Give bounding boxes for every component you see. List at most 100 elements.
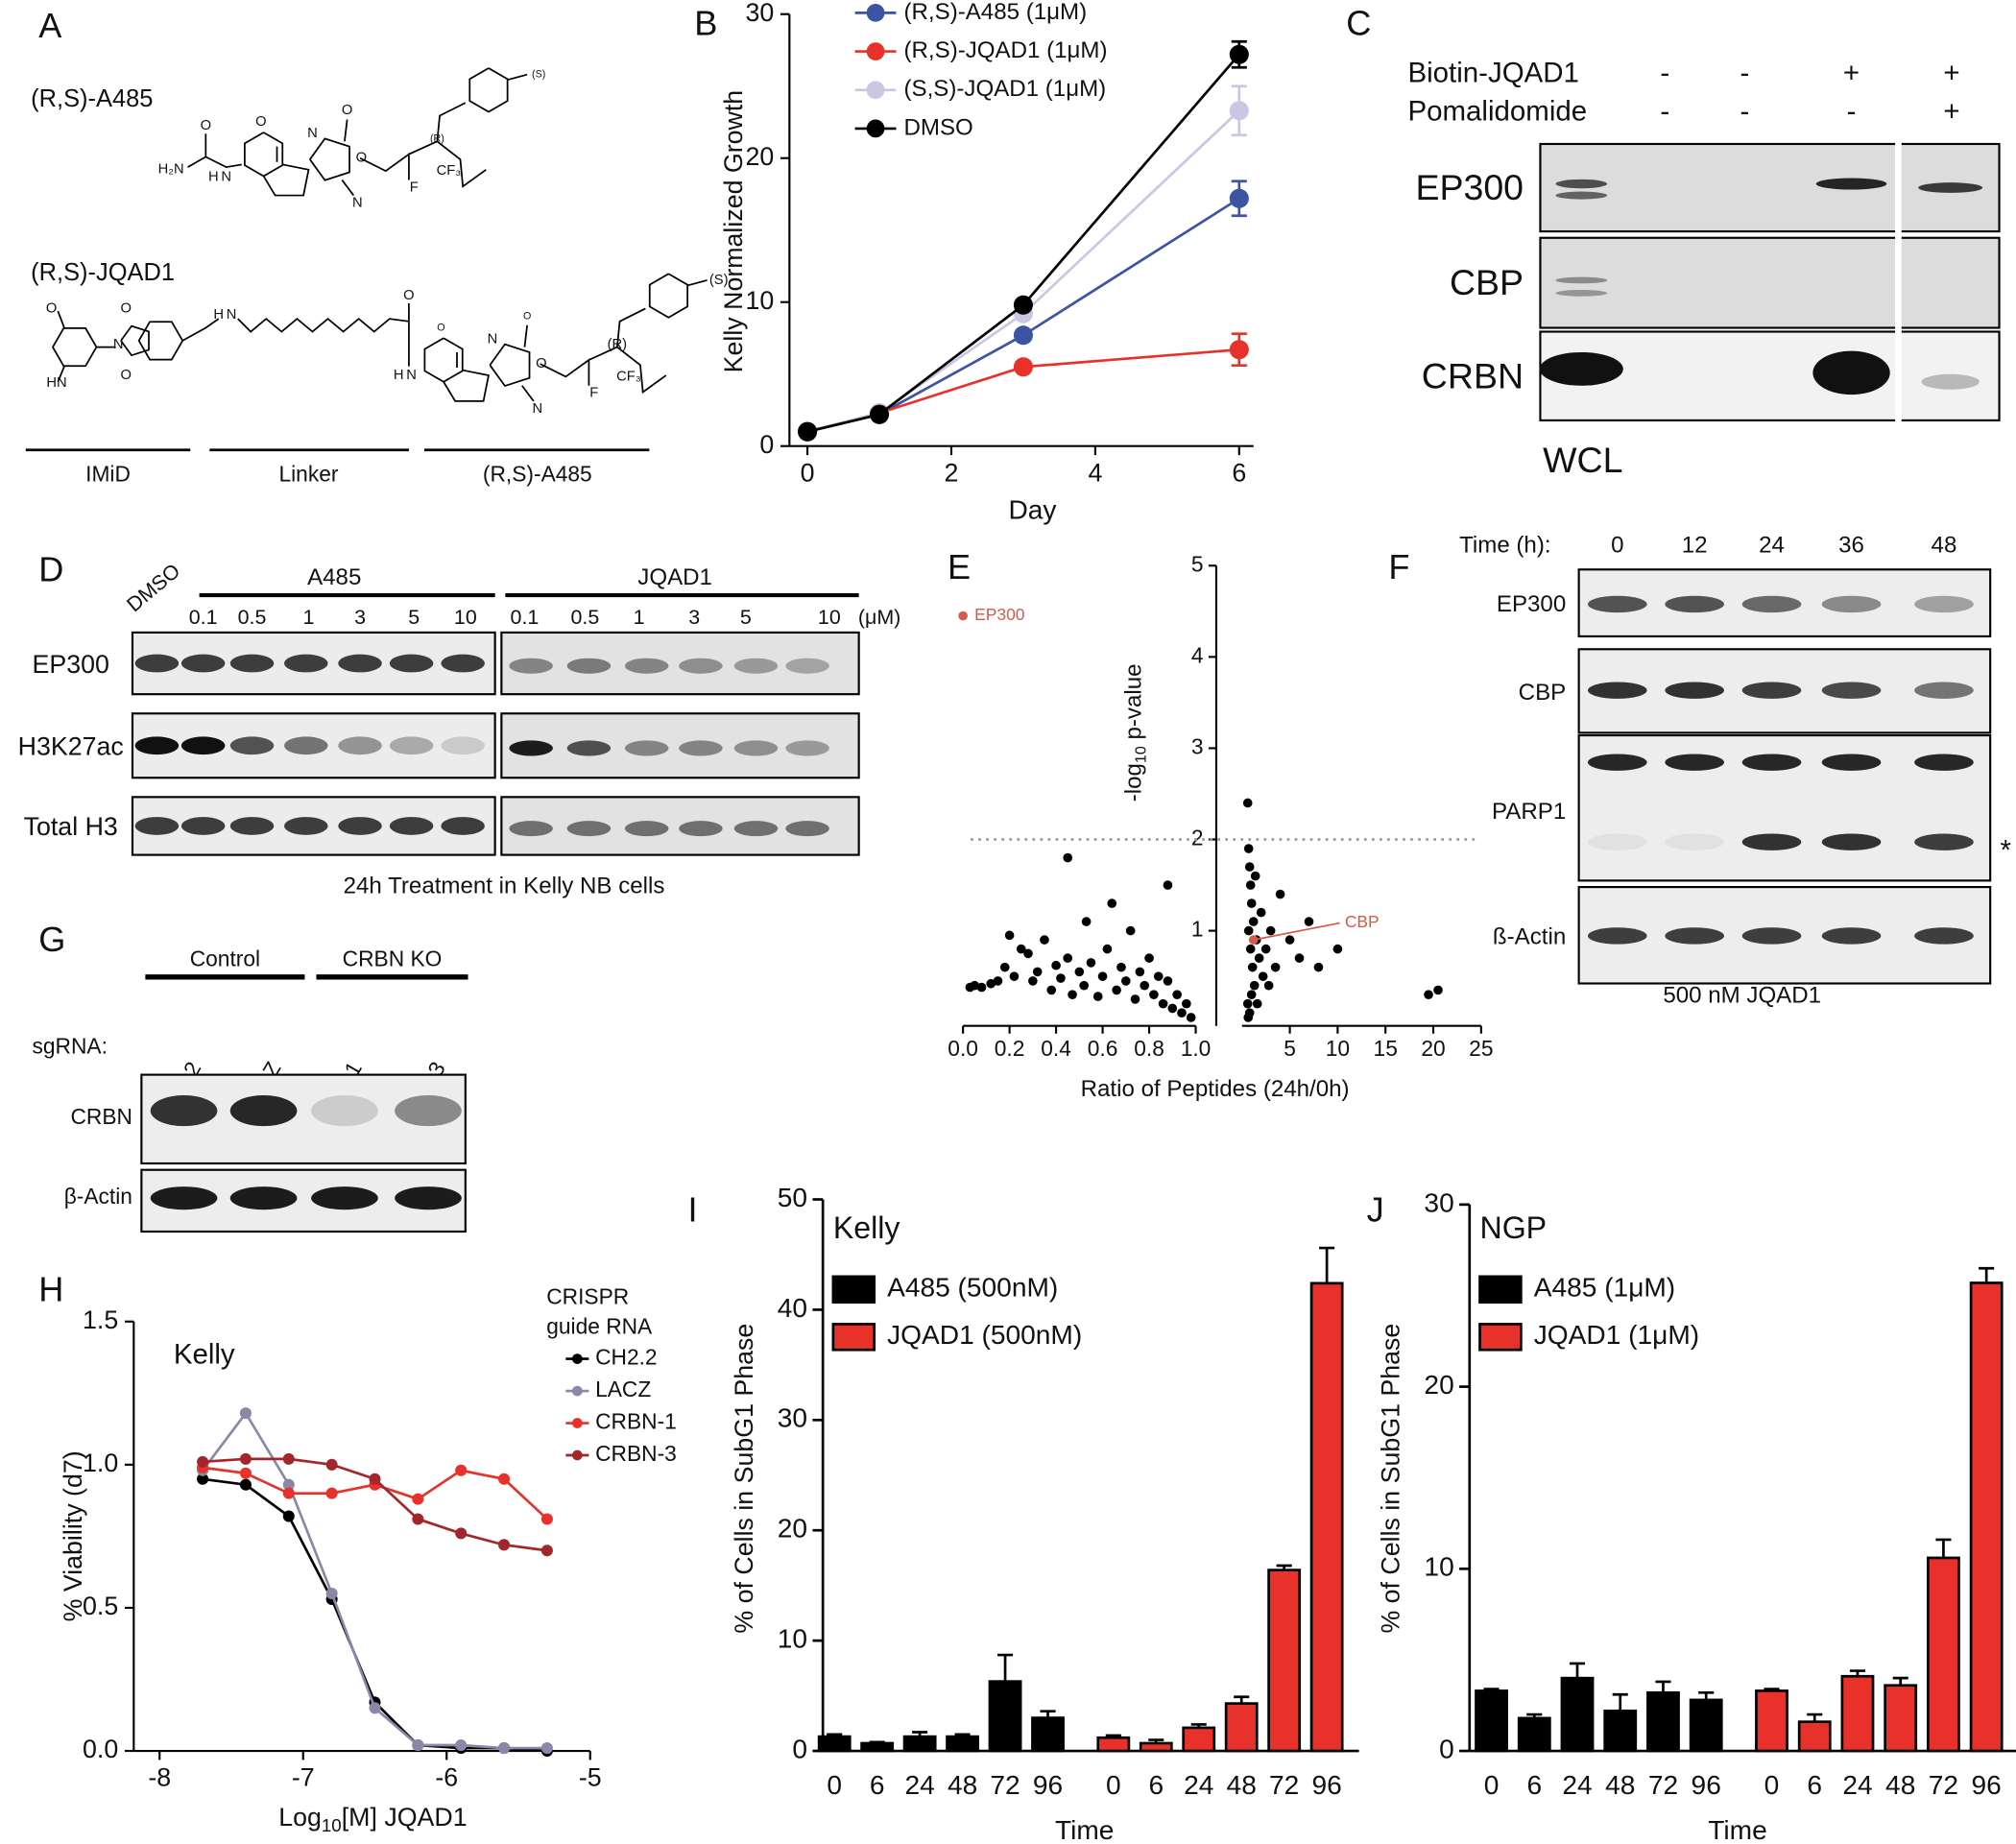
legend-marker — [571, 1449, 583, 1461]
band — [284, 817, 328, 835]
legend-label: (R,S)-A485 (1μM) — [904, 0, 1088, 25]
point — [1153, 971, 1164, 981]
atom-label: (R) — [608, 337, 627, 352]
point — [1249, 980, 1260, 991]
atom-label: N — [533, 401, 543, 417]
bar — [988, 1680, 1022, 1753]
atom-label: CF₃ — [437, 163, 462, 179]
conc-label: 0.1 — [511, 606, 540, 629]
y-tick-label: 0.0 — [83, 1735, 118, 1763]
band — [1665, 754, 1724, 771]
band — [441, 736, 485, 755]
band — [1821, 927, 1882, 945]
bar — [1309, 1281, 1344, 1753]
band — [624, 740, 669, 756]
band — [229, 1186, 298, 1210]
y-tick-label: 5 — [1191, 551, 1204, 576]
y-tick-label: 30 — [778, 1403, 807, 1433]
error-bar — [1569, 1662, 1586, 1679]
legend-label: A485 (1μM) — [1534, 1273, 1675, 1303]
x-axis-label: Log10[M] JQAD1 — [278, 1803, 467, 1835]
band — [1555, 289, 1608, 297]
x-tick-label: -8 — [148, 1763, 171, 1792]
error-bar — [1979, 1266, 1995, 1283]
band — [1555, 191, 1608, 200]
band — [679, 740, 723, 756]
point — [1254, 953, 1264, 963]
legend-marker — [866, 42, 885, 60]
point — [1246, 990, 1257, 999]
segment-label: (R,S)-A485 — [483, 462, 592, 487]
y-tick-label: 20 — [745, 142, 774, 171]
bar — [1755, 1689, 1788, 1753]
band — [1555, 276, 1608, 284]
time-value: 12 — [1682, 533, 1708, 559]
point — [1074, 967, 1085, 977]
band — [509, 821, 553, 837]
annotation: NGP — [1479, 1210, 1547, 1245]
bar — [1031, 1716, 1065, 1753]
point — [1246, 898, 1257, 908]
point — [798, 421, 818, 442]
point-label: CBP — [1345, 912, 1380, 931]
atom-label: (S) — [532, 69, 545, 81]
bar — [1517, 1716, 1551, 1753]
band — [134, 817, 180, 835]
point — [1248, 917, 1259, 926]
bar — [1646, 1690, 1680, 1753]
label-leader — [1253, 922, 1340, 941]
y-tick-label: 1 — [1191, 917, 1204, 942]
caption: 24h Treatment in Kelly NB cells — [344, 873, 665, 898]
band — [389, 817, 434, 835]
band — [338, 654, 382, 673]
annotation: Kelly — [833, 1210, 900, 1245]
blot-gap — [1895, 141, 1902, 424]
x-tick-label: 48 — [1885, 1770, 1915, 1800]
x-tick-label: 5 — [1284, 1036, 1296, 1061]
atom-label: N — [221, 170, 231, 185]
legend-swatch — [831, 1323, 876, 1352]
x-tick-label: 24 — [1842, 1770, 1872, 1800]
point — [369, 1702, 381, 1714]
x-tick-label: 72 — [990, 1770, 1020, 1800]
protein-label: PARP1 — [1492, 799, 1566, 825]
y-tick-label: 10 — [1424, 1552, 1453, 1582]
atom-label: CF₃ — [616, 369, 641, 384]
band — [1821, 682, 1882, 699]
x-tick-label: 0 — [1106, 1770, 1121, 1800]
protein-label: EP300 — [1497, 591, 1566, 617]
legend-swatch — [831, 1275, 876, 1304]
point — [1013, 357, 1033, 377]
atom-label: (R) — [430, 132, 444, 144]
bar — [1840, 1674, 1875, 1753]
band — [441, 817, 485, 835]
protein-label: ß-Actin — [1493, 923, 1566, 949]
protein-label: Total H3 — [24, 812, 118, 841]
band — [441, 654, 485, 673]
band — [733, 821, 779, 837]
protein-label: EP300 — [1415, 167, 1524, 207]
bond — [120, 324, 150, 357]
point — [325, 1458, 338, 1471]
point — [540, 1545, 553, 1557]
protein-label: EP300 — [33, 650, 109, 679]
point — [1016, 944, 1026, 954]
x-label-part: [M] JQAD1 — [342, 1803, 468, 1832]
band — [679, 658, 723, 674]
atom-label: O — [437, 322, 444, 333]
bar — [817, 1735, 852, 1753]
point — [369, 1473, 381, 1485]
protein-label: H3K27ac — [18, 732, 124, 761]
point — [239, 1407, 252, 1420]
control-label: DMSO — [123, 560, 185, 617]
panel-letter: J — [1367, 1189, 1384, 1229]
atom-label: O — [46, 300, 57, 316]
atom-label: H — [208, 170, 219, 185]
x-tick-label: 0.6 — [1088, 1036, 1118, 1061]
band — [1821, 833, 1882, 850]
band — [566, 821, 612, 837]
x-tick-label: 4 — [1088, 458, 1102, 487]
y-tick-label: 1.5 — [83, 1305, 118, 1334]
conc-label: 1 — [634, 606, 645, 629]
bond — [309, 137, 350, 181]
